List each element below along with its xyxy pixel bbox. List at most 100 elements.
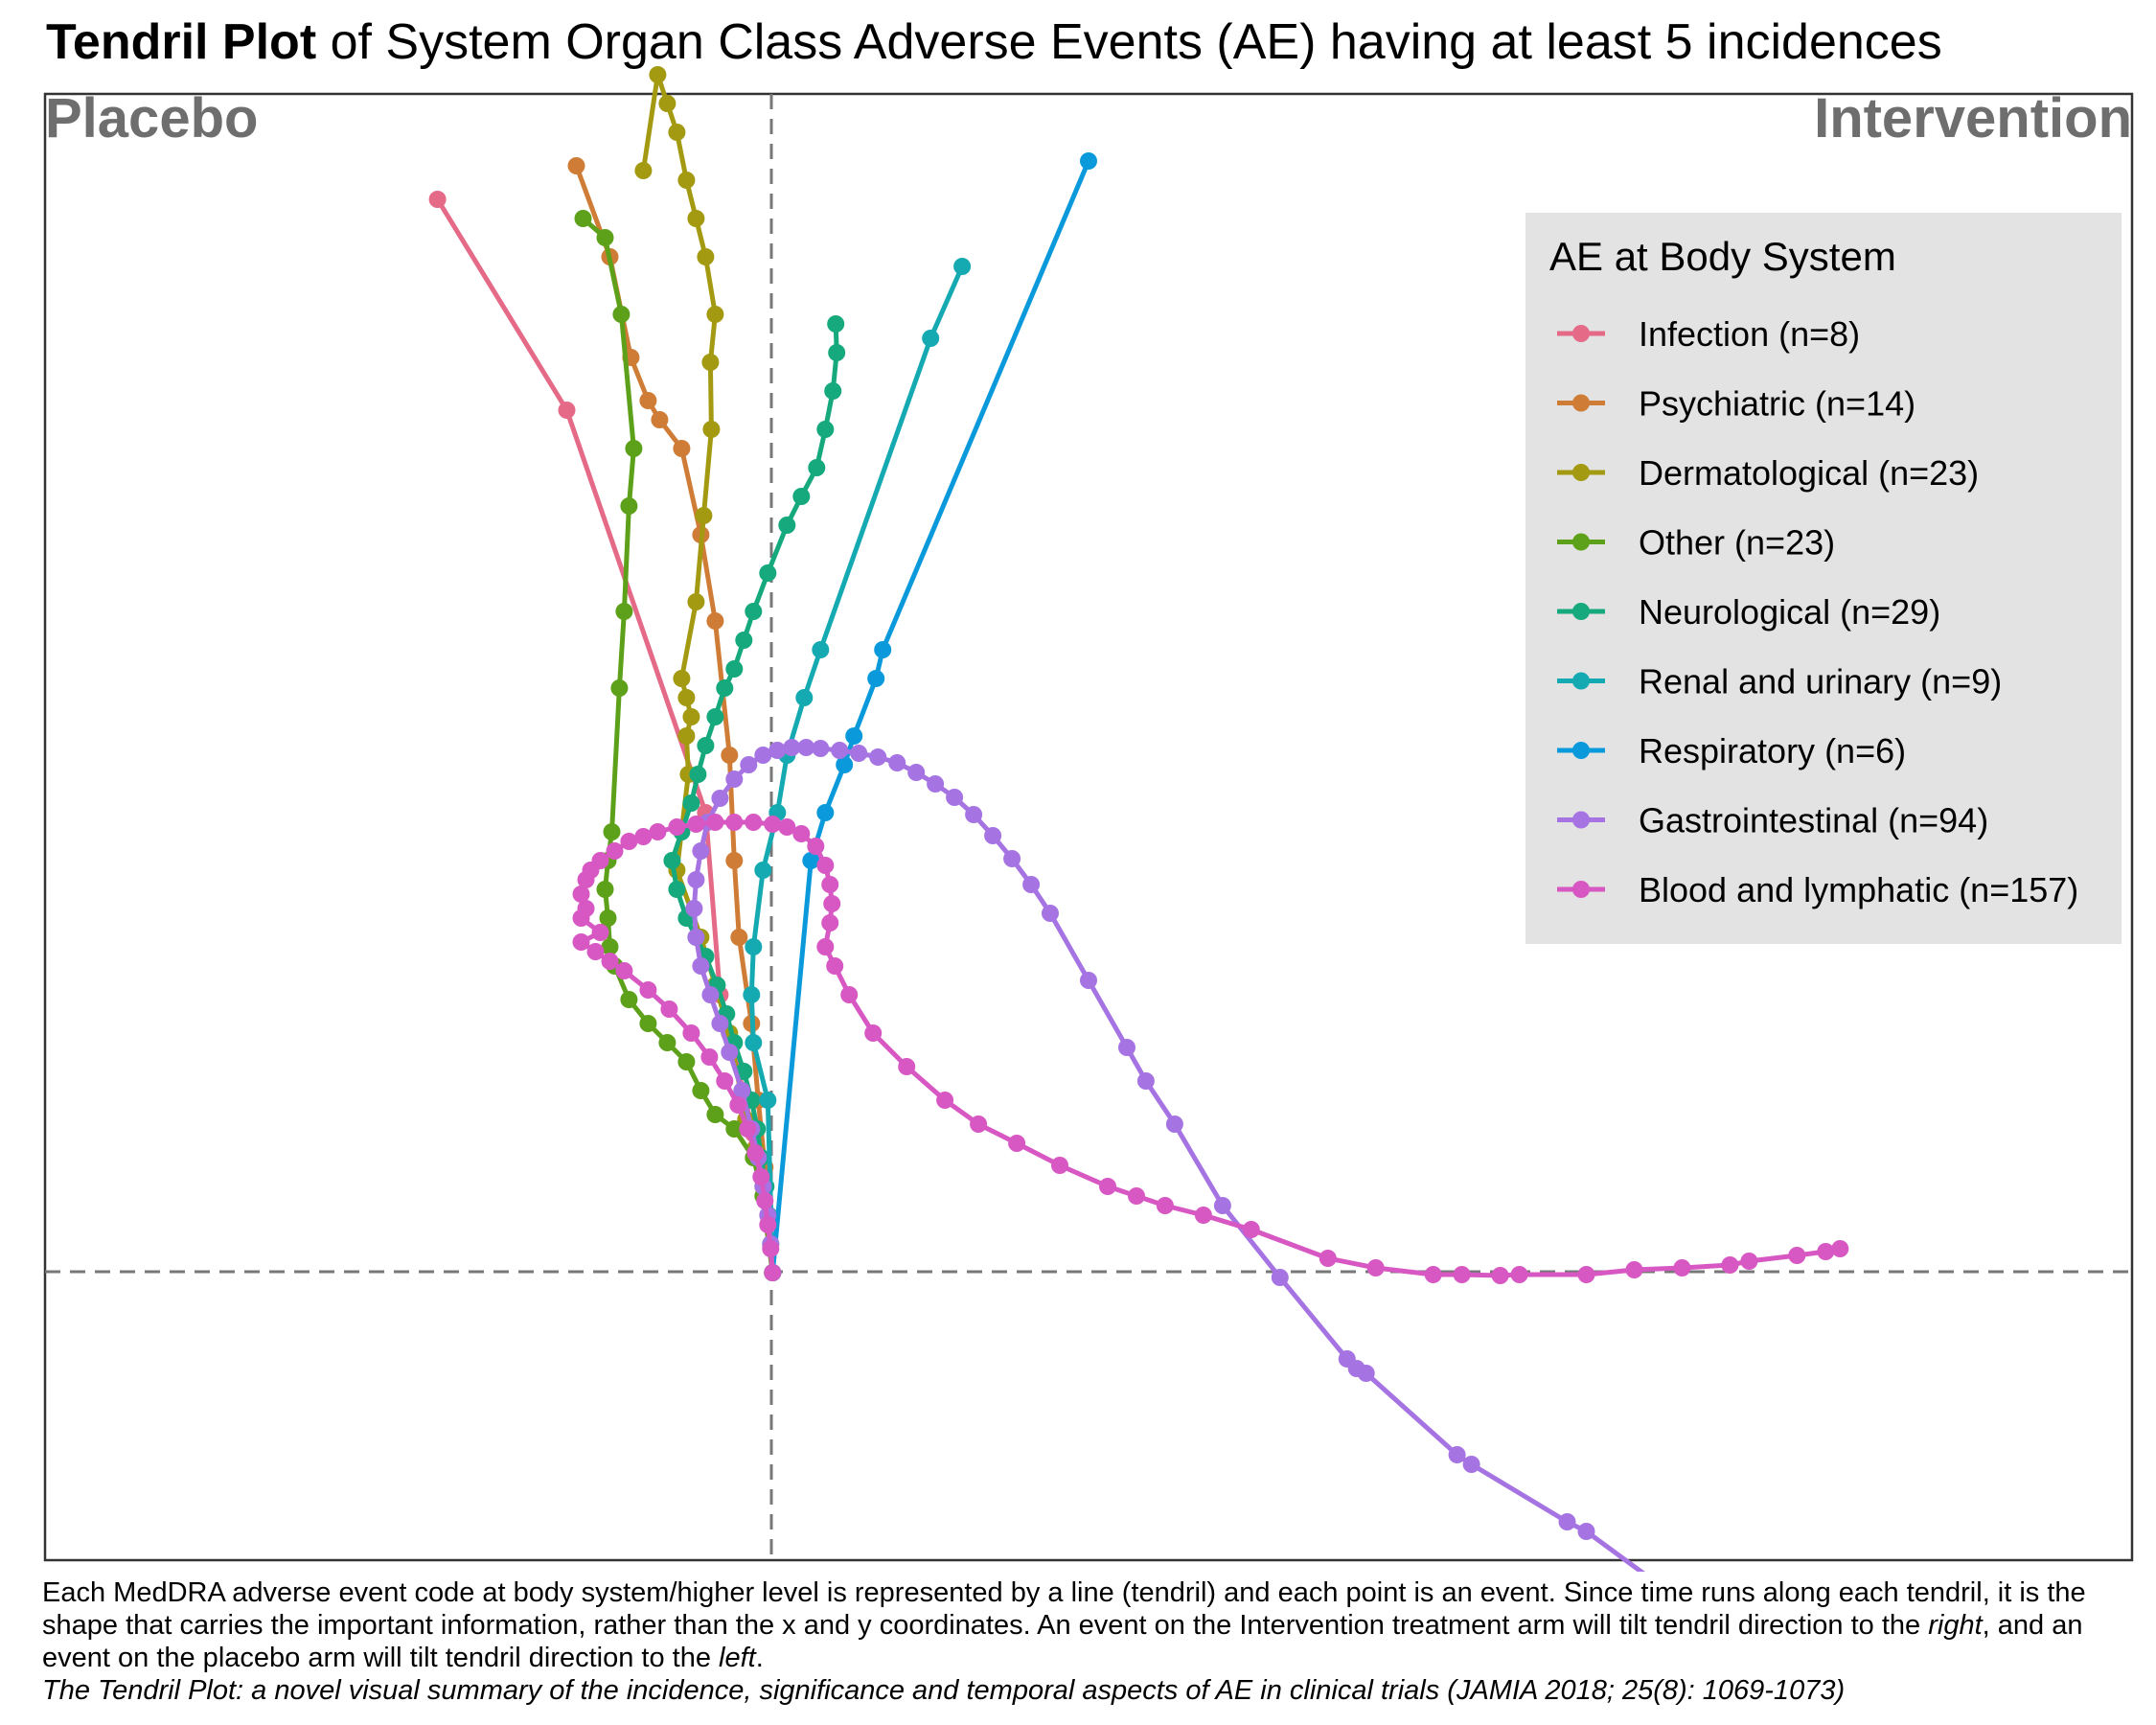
legend: AE at Body System Infection (n=8) Psychia… [1525,213,2122,944]
series-8-point-65 [1740,1253,1758,1270]
series-5-line [748,264,965,1274]
series-6-point-6 [874,641,892,658]
series-7-point-8 [711,1015,729,1032]
series-7-point-33 [1003,850,1021,867]
series-3-point-12 [599,909,617,927]
series-8-point-51 [1128,1187,1145,1205]
series-8-point-44 [864,1024,883,1042]
series-7-point-48 [1577,1523,1595,1540]
series-0-point-4 [558,402,576,419]
chart-title: Tendril Plot of System Organ Class Adver… [46,13,1942,71]
series-4-point-24 [745,603,763,620]
series-7-point-34 [1022,876,1041,893]
series-3-legend-key-point [1572,533,1590,551]
series-8-point-34 [778,818,796,836]
series-7-point-23 [812,740,830,757]
series-8-point-47 [970,1116,988,1133]
series-7-point-39 [1165,1116,1183,1133]
series-8-point-13 [615,962,633,979]
series-8-point-17 [591,924,609,941]
caption-left-word: left [719,1643,756,1673]
series-3-point-8 [639,1015,657,1032]
series-7-point-19 [754,747,772,764]
series-8-point-9 [700,1048,719,1066]
series-5-point-9 [812,641,830,658]
series-8-point-24 [606,842,624,860]
series-8-point-37 [816,857,835,874]
series-7-point-25 [850,745,868,762]
series-8-point-45 [898,1058,916,1075]
series-6-point-4 [845,727,863,745]
series-7-point-27 [888,754,906,771]
series-3-point-4 [706,1106,724,1123]
caption-part2: , and an event on the placebo arm will t… [42,1610,2083,1673]
series-8-point-36 [807,838,825,855]
series-4-point-28 [808,459,826,476]
series-8-point-28 [668,818,686,836]
series-8-tendril [572,814,1849,1284]
series-4-point-27 [792,488,811,505]
series-2-point-24 [634,162,653,179]
series-5-point-10 [922,330,940,347]
series-1-point-7 [706,612,724,630]
series-0-point-5 [428,191,447,208]
series-7-point-7 [721,1044,739,1061]
series-2-point-14 [695,507,713,524]
tendril-chart: Placebo Intervention AE at Body System I… [43,66,2134,1572]
series-7-point-47 [1558,1513,1576,1530]
series-7-point-45 [1448,1446,1466,1463]
series-4-point-15 [663,852,681,869]
series-4-legend-label: Neurological (n=29) [1639,592,1940,632]
series-3-point-7 [658,1034,677,1051]
series-2-point-16 [701,354,720,371]
intervention-arm-label: Intervention [1814,87,2132,150]
series-8-point-27 [649,823,667,840]
series-8-point-10 [682,1024,700,1042]
series-8-point-5 [746,1144,765,1162]
series-3-point-15 [603,823,621,840]
series-1-point-9 [673,440,691,457]
series-6-legend-key-point [1572,742,1590,759]
series-8-point-56 [1366,1259,1385,1276]
series-4-point-25 [759,564,777,582]
series-2-point-17 [706,306,724,323]
chart-title-bold: Tendril Plot [46,14,317,70]
series-8-point-16 [572,933,590,951]
series-3-point-11 [601,938,619,955]
series-3-point-22 [574,210,592,227]
series-4-point-21 [716,679,734,697]
series-8-point-46 [936,1092,954,1109]
caption-part3: . [755,1643,764,1673]
series-3-point-16 [610,679,629,697]
caption-right-word: right [1928,1610,1983,1641]
series-8-point-38 [821,876,839,893]
series-3-point-21 [596,229,614,246]
series-8-point-53 [1194,1207,1212,1224]
series-4-point-22 [725,660,744,678]
series-7-point-6 [733,1082,751,1099]
legend-background [1525,213,2122,944]
series-8-point-49 [1051,1157,1068,1174]
series-6-point-1 [802,852,820,869]
series-2-point-12 [673,670,691,687]
series-6-point-7 [1080,152,1097,170]
series-7-legend-label: Gastrointestinal (n=94) [1639,801,1988,840]
series-8-point-0 [764,1264,782,1281]
series-8-point-7 [729,1096,747,1114]
series-3-legend-label: Other (n=23) [1639,523,1835,563]
series-3-point-6 [677,1053,696,1070]
series-5-point-11 [953,258,972,275]
series-4-point-30 [824,382,842,400]
series-8-point-39 [823,895,841,912]
series-8-point-50 [1099,1178,1116,1195]
series-8-point-30 [706,814,724,831]
series-8-point-67 [1817,1243,1835,1260]
series-3-point-17 [615,603,633,620]
series-8-point-25 [620,833,638,850]
series-7-point-31 [965,806,983,823]
series-8-point-4 [752,1168,770,1185]
series-7-point-46 [1462,1456,1480,1473]
series-8-point-11 [660,1000,678,1018]
series-6-legend-label: Respiratory (n=6) [1639,731,1906,770]
series-8-point-40 [821,914,839,932]
